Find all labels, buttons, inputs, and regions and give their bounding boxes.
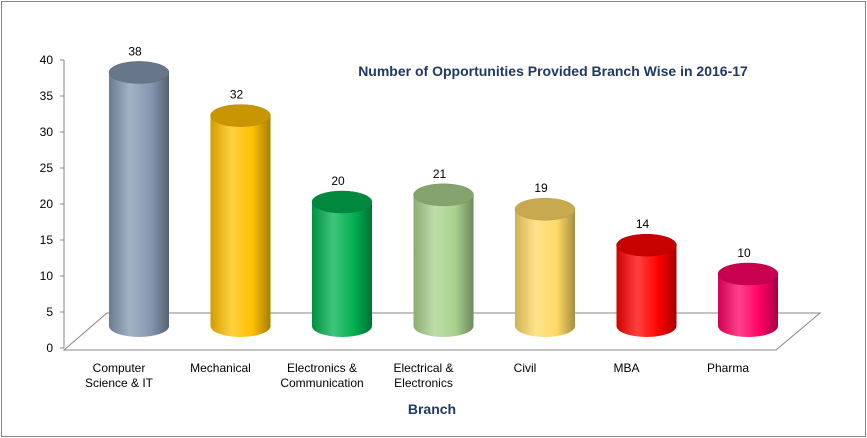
y-tick-label: 30 [40,125,54,139]
x-tick-label: Electronics & Communication [280,361,363,390]
x-tick-label: Mechanical [190,361,251,375]
bar-top [413,183,474,207]
x-axis-title: Branch [408,401,456,417]
bar [210,115,271,337]
bar-top [514,197,576,221]
bar-top [108,61,170,84]
y-tick-label: 35 [40,89,54,103]
chart-title: Number of Opportunities Provided Branch … [358,63,748,79]
x-tick-label: MBA [613,361,639,375]
bar-top [311,190,373,214]
x-tick-label: Computer Science & IT [85,361,154,390]
bar-top [210,104,271,127]
bar [413,194,474,337]
x-tick-label: Civil [514,361,537,375]
bar-top [616,233,677,257]
bar [515,209,575,337]
y-tick-label: 20 [40,197,54,211]
chart-bars [108,61,779,338]
bar [616,245,677,337]
data-label: 32 [230,88,244,102]
data-label: 20 [331,174,345,188]
y-tick-label: 15 [40,233,54,247]
y-tick-label: 10 [40,269,54,283]
bar-top [717,262,779,286]
chart-labels: 38 Computer Science & IT 32 Mechanical 20 Elec… [85,44,751,390]
data-label: 19 [534,181,548,195]
x-tick-label: Electrical & Electronics [393,361,453,390]
data-label: 14 [636,217,650,231]
x-tick-label: Pharma [707,361,749,375]
y-tick-label: 25 [40,161,54,175]
y-tick-label: 5 [46,305,53,319]
bar [718,274,778,337]
bar [312,202,372,337]
data-label: 38 [128,44,142,58]
data-label: 21 [433,167,447,181]
data-label: 10 [737,246,751,260]
y-tick-label: 0 [46,341,53,355]
y-tick-label: 40 [40,53,54,67]
bar [109,72,169,338]
